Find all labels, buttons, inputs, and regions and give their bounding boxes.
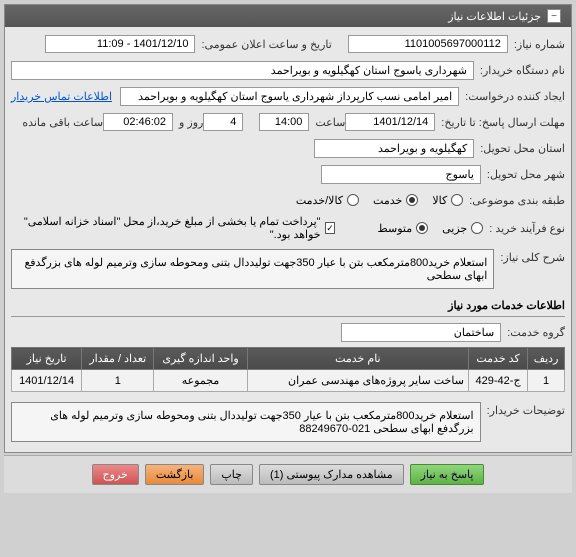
buyer-label: نام دستگاه خریدار: bbox=[474, 64, 565, 77]
buyer-desc-label: توضیحات خریدار: bbox=[481, 398, 565, 417]
services-subheader: اطلاعات خدمات مورد نیاز bbox=[11, 295, 565, 317]
cell-date: 1401/12/14 bbox=[12, 370, 82, 392]
collapse-icon[interactable]: − bbox=[547, 9, 561, 23]
cell-name: ساخت سایر پروژه‌های مهندسی عمران bbox=[247, 370, 468, 392]
radio-kala-label: کالا bbox=[432, 194, 447, 207]
desc-box: استعلام خرید800مترمکعب بتن با عیار 350جه… bbox=[11, 249, 494, 289]
time-label-1: ساعت bbox=[309, 116, 345, 129]
deadline-time-field: 14:00 bbox=[259, 113, 309, 131]
deadline-label: مهلت ارسال پاسخ: تا تاریخ: bbox=[435, 116, 565, 129]
category-label: طبقه بندی موضوعی: bbox=[463, 194, 565, 207]
back-button[interactable]: بازگشت bbox=[145, 464, 205, 485]
need-details-panel: − جزئیات اطلاعات نیاز شماره نیاز: 110100… bbox=[4, 4, 572, 453]
remaining-label: ساعت باقی مانده bbox=[16, 116, 103, 129]
reply-button[interactable]: پاسخ به نیاز bbox=[410, 464, 485, 485]
radio-khadamat[interactable]: خدمت bbox=[373, 194, 418, 207]
col-date: تاریخ نیاز bbox=[12, 348, 82, 370]
radio-khadamat-label: خدمت bbox=[373, 194, 402, 207]
col-name: نام خدمت bbox=[247, 348, 468, 370]
desc-label: شرح کلی نیاز: bbox=[494, 245, 565, 264]
requester-label: ایجاد کننده درخواست: bbox=[459, 90, 565, 103]
panel-title: جزئیات اطلاعات نیاز bbox=[448, 10, 541, 23]
buyer-type-group: جزیی متوسط ✓ "پرداخت تمام یا بخشی از مبل… bbox=[11, 215, 483, 241]
radio-both-label: کالا/خدمت bbox=[296, 194, 343, 207]
city-label: شهر محل تحویل: bbox=[481, 168, 565, 181]
radio-kala[interactable]: کالا bbox=[432, 194, 463, 207]
contact-link[interactable]: اطلاعات تماس خریدار bbox=[11, 90, 112, 103]
province-label: استان محل تحویل: bbox=[474, 142, 565, 155]
need-number-field: 1101005697000112 bbox=[348, 35, 508, 53]
col-code: کد خدمت bbox=[468, 348, 527, 370]
cell-code: ج-42-429 bbox=[468, 370, 527, 392]
table-row: 1 ج-42-429 ساخت سایر پروژه‌های مهندسی عم… bbox=[12, 370, 565, 392]
check-treasury[interactable]: ✓ "پرداخت تمام یا بخشی از مبلغ خرید،از م… bbox=[11, 215, 335, 241]
city-field: یاسوج bbox=[321, 165, 481, 184]
footer-bar: پاسخ به نیاز مشاهده مدارک پیوستی (1) چاپ… bbox=[4, 455, 572, 493]
col-qty: تعداد / مقدار bbox=[82, 348, 154, 370]
note-text: "پرداخت تمام یا بخشی از مبلغ خرید،از محل… bbox=[11, 215, 321, 241]
print-button[interactable]: چاپ bbox=[210, 464, 253, 485]
panel-header-details: − جزئیات اطلاعات نیاز bbox=[5, 5, 571, 27]
radio-partial[interactable]: جزیی bbox=[442, 222, 483, 235]
days-field: 4 bbox=[203, 113, 243, 131]
category-radio-group: کالا خدمت کالا/خدمت bbox=[296, 194, 463, 207]
radio-icon bbox=[406, 194, 418, 206]
group-field: ساختمان bbox=[341, 323, 501, 342]
days-label: روز و bbox=[173, 116, 203, 129]
announce-field: 1401/12/10 - 11:09 bbox=[45, 35, 195, 53]
radio-icon bbox=[451, 194, 463, 206]
countdown-field: 02:46:02 bbox=[103, 113, 173, 131]
radio-medium[interactable]: متوسط bbox=[378, 222, 429, 235]
requester-field: امیر امامی نسب کارپرداز شهرداری یاسوج اس… bbox=[120, 87, 459, 106]
checkbox-icon: ✓ bbox=[325, 222, 336, 234]
cell-idx: 1 bbox=[528, 370, 565, 392]
cell-qty: 1 bbox=[82, 370, 154, 392]
need-number-label: شماره نیاز: bbox=[508, 38, 565, 51]
attachments-button[interactable]: مشاهده مدارک پیوستی (1) bbox=[259, 464, 404, 485]
col-idx: ردیف bbox=[528, 348, 565, 370]
province-field: کهگیلویه و بویراحمد bbox=[314, 139, 474, 158]
radio-both[interactable]: کالا/خدمت bbox=[296, 194, 359, 207]
exit-button[interactable]: خروج bbox=[92, 464, 139, 485]
deadline-date-field: 1401/12/14 bbox=[345, 113, 435, 131]
buyer-field: شهرداری یاسوج استان کهگیلویه و بویراحمد bbox=[11, 61, 474, 80]
radio-icon bbox=[471, 222, 483, 234]
buyer-type-label: نوع فرآیند خرید : bbox=[483, 222, 565, 235]
table-header-row: ردیف کد خدمت نام خدمت واحد اندازه گیری ت… bbox=[12, 348, 565, 370]
radio-icon bbox=[347, 194, 359, 206]
announce-label: تاریخ و ساعت اعلان عمومی: bbox=[195, 38, 331, 51]
radio-partial-label: جزیی bbox=[442, 222, 467, 235]
radio-medium-label: متوسط bbox=[378, 222, 413, 235]
buyer-desc-box: استعلام خرید800مترمکعب بتن با عیار 350جه… bbox=[11, 402, 481, 442]
group-label: گروه خدمت: bbox=[501, 326, 565, 339]
col-unit: واحد اندازه گیری bbox=[154, 348, 247, 370]
cell-unit: مجموعه bbox=[154, 370, 247, 392]
radio-icon bbox=[416, 222, 428, 234]
services-table: ردیف کد خدمت نام خدمت واحد اندازه گیری ت… bbox=[11, 347, 565, 392]
